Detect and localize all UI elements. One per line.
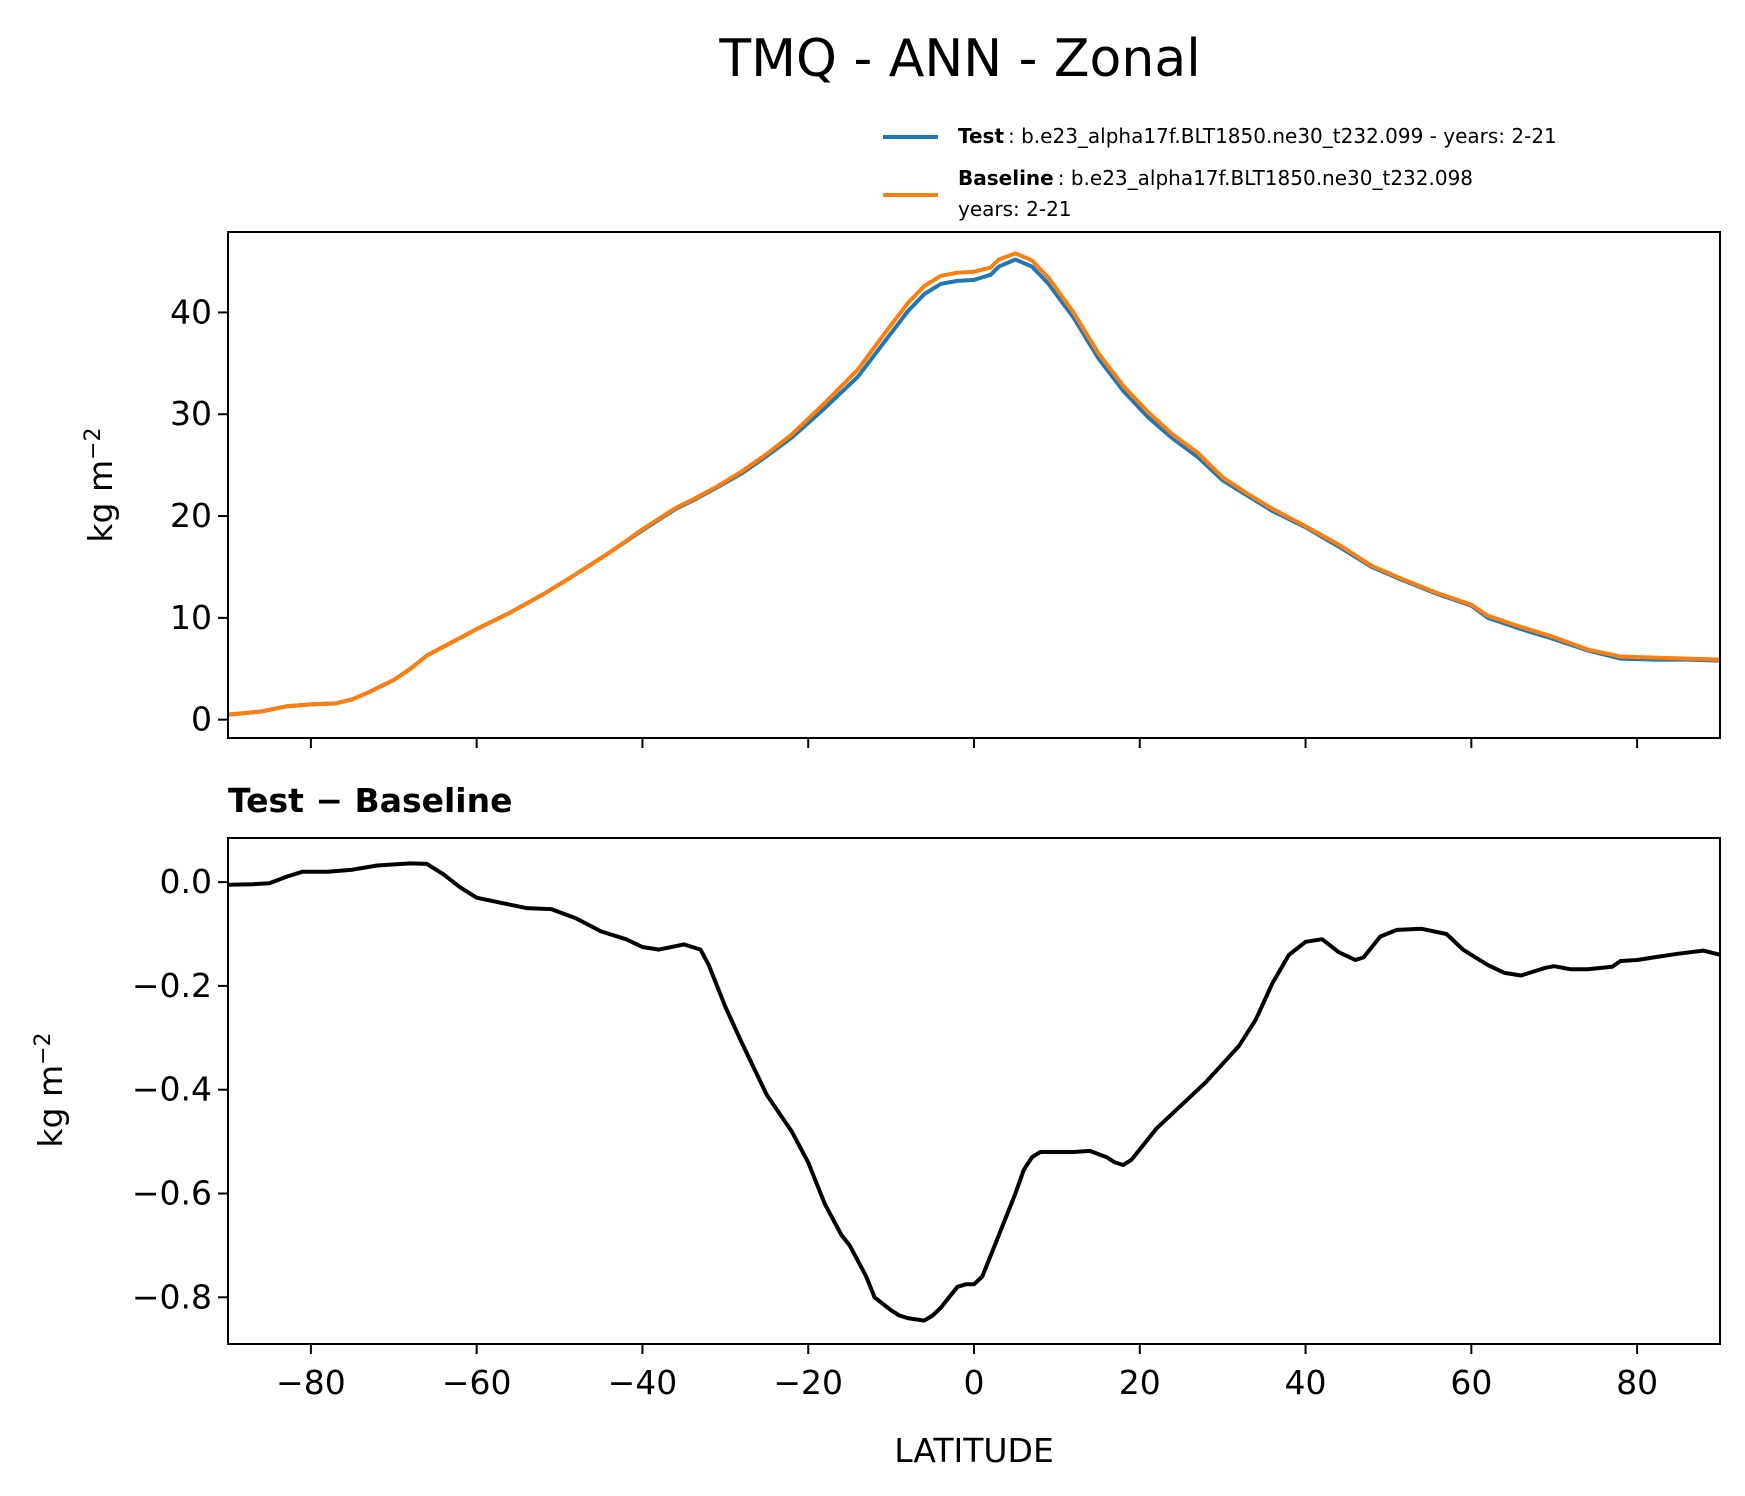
bottom-y-tick-label: −0.6 bbox=[132, 1173, 212, 1212]
legend-test-label: Test bbox=[958, 124, 1004, 148]
legend: Test: b.e23_alpha17f.BLT1850.ne30_t232.0… bbox=[883, 124, 1557, 221]
legend-baseline-text-line2: years: 2-21 bbox=[958, 197, 1072, 221]
bottom-x-tick-label: 40 bbox=[1285, 1363, 1327, 1402]
legend-baseline-label: Baseline bbox=[958, 166, 1054, 190]
bottom-y-tick-label: −0.8 bbox=[132, 1277, 212, 1316]
bottom-y-ticks: 0.0 −0.2 −0.4 −0.6 −0.8 bbox=[132, 862, 228, 1316]
bottom-y-tick-label: 0.0 bbox=[160, 862, 212, 901]
bottom-x-tick-label: 60 bbox=[1450, 1363, 1492, 1402]
legend-baseline-text: : b.e23_alpha17f.BLT1850.ne30_t232.098 bbox=[1058, 166, 1473, 190]
bottom-panel: Test − Baseline 0.0−0.2−0.4−0.6−0.8 −80−… bbox=[31, 781, 1721, 1402]
bottom-x-tick-label: −80 bbox=[276, 1363, 346, 1402]
top-y-axis-label: kg m−2 bbox=[81, 427, 120, 542]
top-y-ticks: 0 10 20 30 40 bbox=[170, 292, 228, 739]
bottom-series-lines bbox=[228, 861, 1720, 1323]
top-panel: 0 10 20 30 40 kg m−2 bbox=[81, 231, 1721, 748]
bottom-x-ticks: −80 −60 −40 −20 0 20 40 60 80 bbox=[276, 1344, 1658, 1402]
top-y-tick-label: 20 bbox=[170, 496, 212, 535]
figure-title: TMQ - ANN - Zonal bbox=[718, 29, 1200, 89]
legend-baseline-entry: Baseline: b.e23_alpha17f.BLT1850.ne30_t2… bbox=[958, 166, 1473, 190]
bottom-x-tick-label: 20 bbox=[1119, 1363, 1161, 1402]
top-y-axis-label-text: kg m bbox=[81, 460, 120, 543]
bottom-x-tick-label: −40 bbox=[608, 1363, 678, 1402]
bottom-axes-frame bbox=[227, 837, 1721, 1345]
bottom-y-tick-label: −0.4 bbox=[132, 1070, 212, 1109]
bottom-y-axis-label-text: kg m bbox=[31, 1065, 70, 1148]
top-axes-frame bbox=[227, 231, 1721, 739]
bottom-series-test-baseline-line bbox=[228, 861, 1720, 1323]
top-y-tick-label: 40 bbox=[170, 292, 212, 331]
bottom-x-tick-label: 0 bbox=[964, 1363, 985, 1402]
legend-test-text: : b.e23_alpha17f.BLT1850.ne30_t232.099 -… bbox=[1008, 124, 1557, 148]
legend-test-entry: Test: b.e23_alpha17f.BLT1850.ne30_t232.0… bbox=[958, 124, 1557, 148]
top-y-axis-label-sup: −2 bbox=[81, 427, 106, 459]
difference-panel-title: Test − Baseline bbox=[228, 781, 513, 820]
top-y-tick-label: 0 bbox=[191, 700, 212, 739]
top-series-lines bbox=[228, 251, 1720, 717]
bottom-y-tick-label: −0.2 bbox=[132, 966, 212, 1005]
bottom-x-tick-label: 80 bbox=[1616, 1363, 1658, 1402]
top-y-tick-label: 30 bbox=[170, 394, 212, 433]
bottom-y-axis-label-sup: −2 bbox=[31, 1032, 56, 1064]
top-series-baseline-line bbox=[228, 251, 1720, 717]
x-axis-label: LATITUDE bbox=[894, 1431, 1054, 1470]
bottom-y-axis-label: kg m−2 bbox=[31, 1032, 70, 1147]
bottom-x-tick-label: −60 bbox=[442, 1363, 512, 1402]
top-x-ticks bbox=[309, 738, 1639, 748]
top-y-tick-label: 10 bbox=[170, 598, 212, 637]
bottom-x-tick-label: −20 bbox=[773, 1363, 843, 1402]
